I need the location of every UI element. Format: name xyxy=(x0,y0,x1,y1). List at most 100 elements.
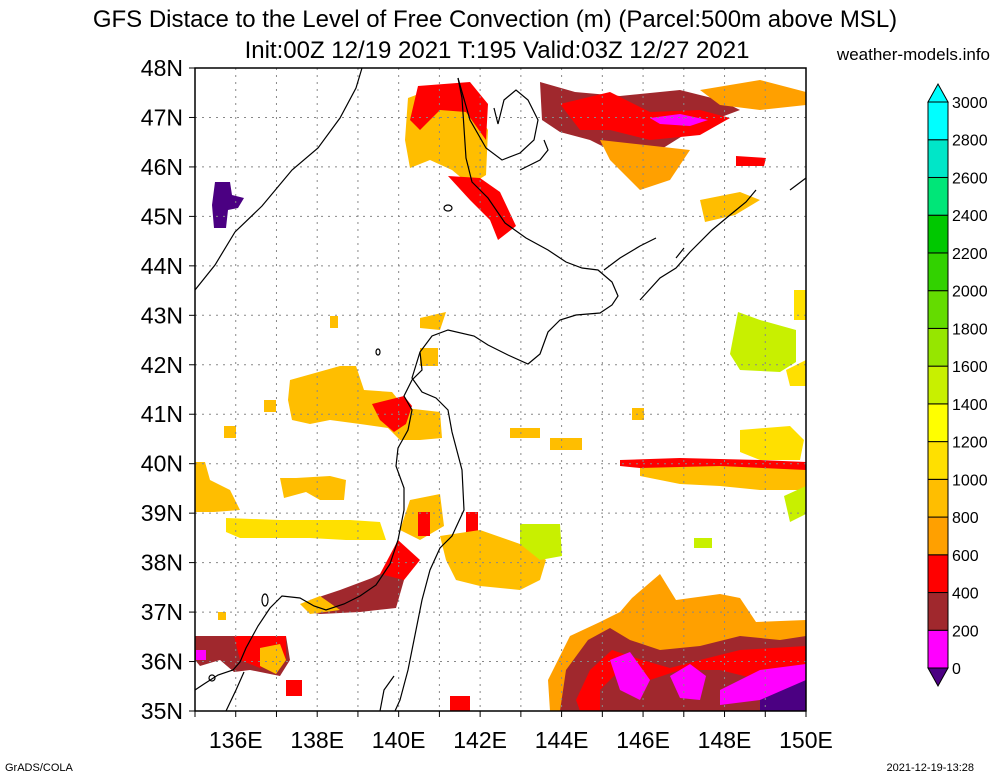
lon-label: 140E xyxy=(372,727,426,753)
field-region xyxy=(700,192,760,222)
colorbar-label: 1800 xyxy=(952,321,988,338)
field-region xyxy=(418,512,430,536)
field-region xyxy=(794,290,806,320)
lon-label: 148E xyxy=(698,727,752,753)
footer-software: GrADS/COLA xyxy=(5,762,73,774)
field-region xyxy=(212,182,244,228)
colorbar-label: 200 xyxy=(952,623,979,640)
field-region xyxy=(196,650,206,660)
footer-timestamp: 2021-12-19-13:28 xyxy=(886,762,974,774)
field-region xyxy=(218,612,226,620)
field-region xyxy=(420,312,446,330)
field-region xyxy=(286,680,302,696)
axis-ticks xyxy=(189,67,807,717)
colorbar-segment xyxy=(927,592,949,631)
field-region xyxy=(440,530,546,590)
lat-label: 42N xyxy=(141,352,183,378)
colorbar-segment xyxy=(927,327,949,367)
field-region xyxy=(520,524,562,560)
lat-label: 41N xyxy=(141,401,183,427)
lat-label: 47N xyxy=(141,104,183,130)
lat-label: 35N xyxy=(141,698,183,724)
chart-title-line1: GFS Distace to the Level of Free Convect… xyxy=(92,6,898,33)
field-region xyxy=(700,80,806,110)
field-region xyxy=(450,696,470,711)
field-region xyxy=(224,426,236,438)
colorbar-label: 1200 xyxy=(952,435,988,452)
field-region xyxy=(300,596,340,614)
chart-title-line2: Init:00Z 12/19 2021 T:195 Valid:03Z 12/2… xyxy=(244,37,750,64)
lat-label: 40N xyxy=(141,451,183,477)
field-region xyxy=(694,538,712,548)
lat-label: 48N xyxy=(141,55,183,81)
field-region xyxy=(786,360,806,386)
field-region xyxy=(760,680,806,711)
coastlines xyxy=(195,68,806,711)
colorbar-segment xyxy=(927,441,949,480)
lon-label: 142E xyxy=(453,727,507,753)
field-region xyxy=(550,438,582,450)
colorbar-label: 1400 xyxy=(952,397,988,414)
colorbar-segment xyxy=(927,101,949,141)
field-region xyxy=(330,316,338,328)
colorbar-segment xyxy=(927,516,949,556)
field-region xyxy=(736,156,766,166)
colorbar-segment xyxy=(927,82,949,103)
field-region xyxy=(195,462,240,512)
plot-frame xyxy=(194,67,807,712)
lon-label: 136E xyxy=(209,727,263,753)
field-layer xyxy=(195,80,806,711)
colorbar-segment xyxy=(927,176,949,216)
lat-label: 46N xyxy=(141,154,183,180)
colorbar-segment xyxy=(927,365,949,405)
lon-axis-labels: 136E 138E 140E 142E 144E 146E 148E 150E xyxy=(209,727,833,753)
field-region xyxy=(720,664,806,705)
site-credit: weather-models.info xyxy=(836,45,990,64)
field-region xyxy=(670,664,706,700)
colorbar-segment xyxy=(927,139,949,178)
field-region xyxy=(730,312,796,372)
colorbar-segment xyxy=(927,403,949,443)
colorbar-segment xyxy=(927,478,949,518)
field-region xyxy=(610,652,650,700)
colorbar-segment xyxy=(927,252,949,292)
field-region xyxy=(600,140,690,190)
lat-label: 38N xyxy=(141,550,183,576)
field-region xyxy=(448,176,516,240)
colorbar-label: 1000 xyxy=(952,472,988,489)
field-region xyxy=(264,400,276,412)
lat-label: 45N xyxy=(141,203,183,229)
field-region xyxy=(226,518,386,540)
colorbar-label: 800 xyxy=(952,510,979,527)
field-region xyxy=(260,644,286,674)
colorbar-segment xyxy=(927,554,949,594)
colorbar-label: 2200 xyxy=(952,246,988,263)
field-region xyxy=(410,82,488,140)
colorbar-label: 2800 xyxy=(952,133,988,150)
lat-label: 37N xyxy=(141,599,183,625)
field-region xyxy=(466,512,478,536)
colorbar: 0 200 400 600 800 1000 1200 1400 1600 1800 2000 220… xyxy=(927,82,988,688)
field-region xyxy=(510,428,540,438)
colorbar-label: 2000 xyxy=(952,284,988,301)
colorbar-label: 600 xyxy=(952,548,979,565)
colorbar-segment xyxy=(927,667,949,688)
lat-label: 39N xyxy=(141,500,183,526)
field-region xyxy=(420,348,438,366)
colorbar-segment xyxy=(927,629,949,669)
field-region xyxy=(740,426,804,460)
field-region xyxy=(640,466,806,490)
field-region xyxy=(288,366,442,440)
colorbar-label: 2400 xyxy=(952,208,988,225)
lon-label: 146E xyxy=(616,727,670,753)
colorbar-label: 3000 xyxy=(952,95,988,112)
lon-label: 150E xyxy=(779,727,833,753)
field-region xyxy=(784,486,806,522)
colorbar-label: 1600 xyxy=(952,359,988,376)
lon-label: 138E xyxy=(290,727,344,753)
lat-label: 36N xyxy=(141,649,183,675)
lat-axis-labels: 35N 36N 37N 38N 39N 40N 41N 42N 43N 44N 45N 46N 47N 4… xyxy=(141,55,183,724)
colorbar-segment xyxy=(927,290,949,329)
colorbar-label: 0 xyxy=(952,661,961,678)
